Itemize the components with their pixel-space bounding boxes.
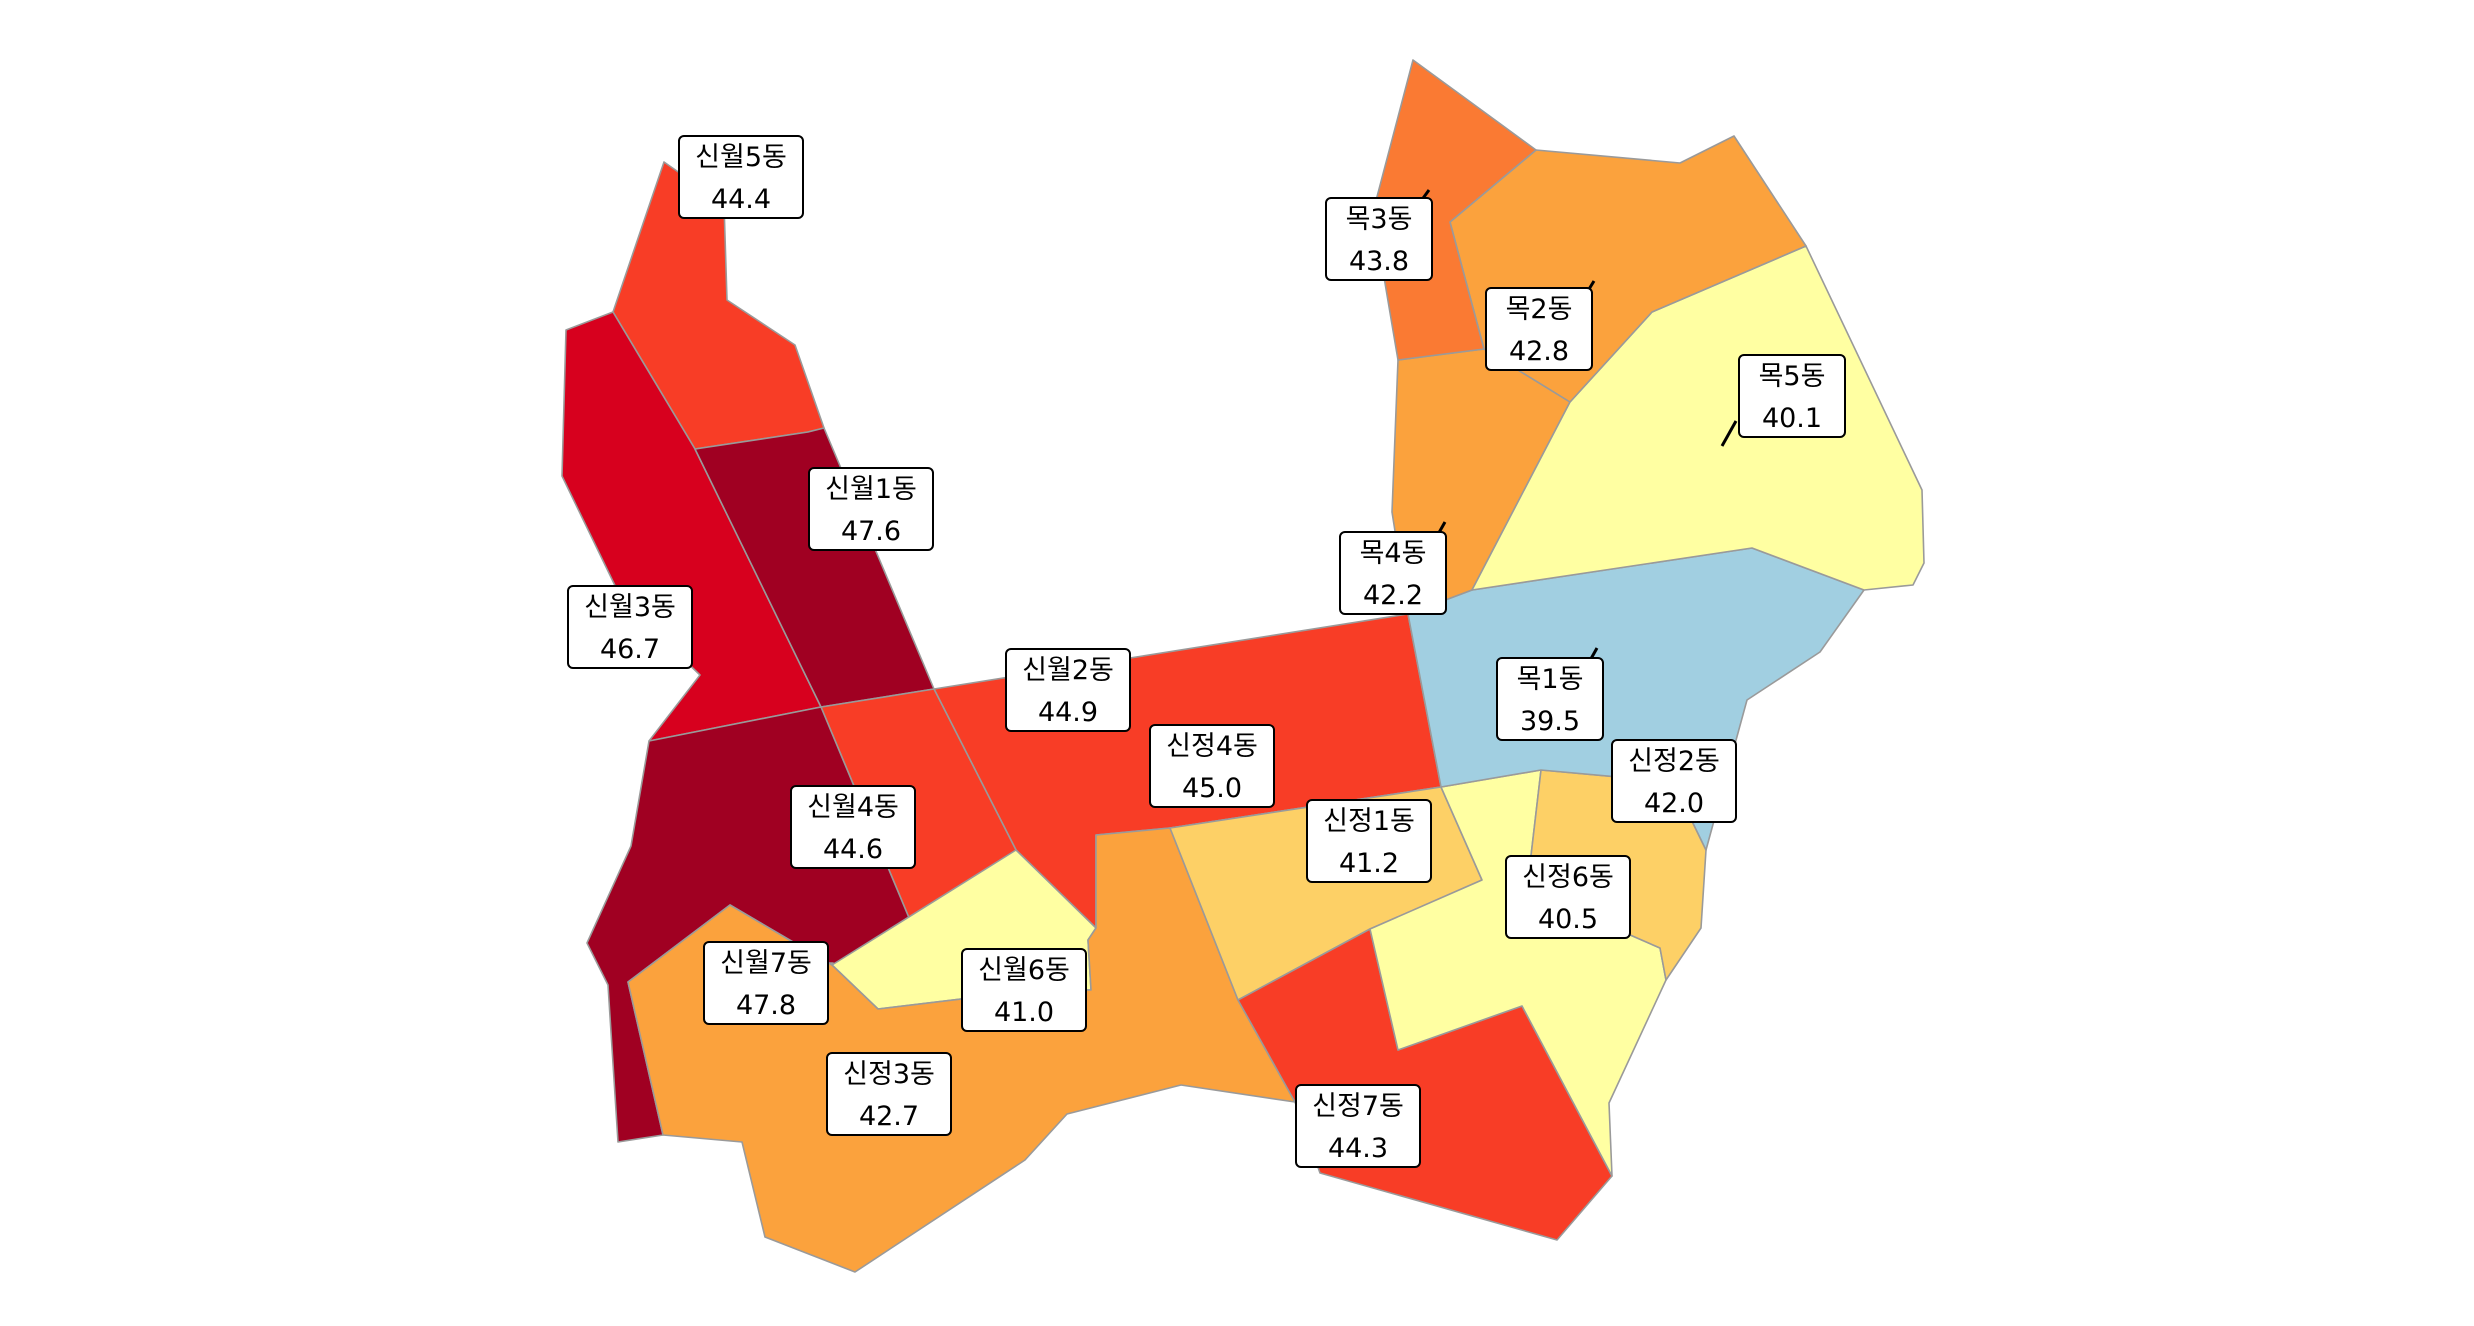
label-sinwol2-value: 44.9 — [1038, 697, 1098, 728]
label-mok2-name: 목2동 — [1506, 294, 1573, 325]
label-sinjeong4-value: 45.0 — [1182, 773, 1242, 804]
label-sinwol6-value: 41.0 — [994, 997, 1054, 1028]
label-sinjeong1-value: 41.2 — [1339, 848, 1399, 879]
label-mok4: 목4동 42.2 — [1339, 531, 1447, 615]
label-sinjeong7-name: 신정7동 — [1312, 1091, 1404, 1122]
label-sinjeong4-name: 신정4동 — [1166, 731, 1258, 762]
label-sinwol1: 신월1동 47.6 — [808, 467, 934, 551]
label-sinwol5-value: 44.4 — [711, 184, 771, 215]
label-sinjeong3-value: 42.7 — [859, 1101, 919, 1132]
label-mok1-name: 목1동 — [1517, 664, 1584, 695]
label-sinjeong7-value: 44.3 — [1328, 1133, 1388, 1164]
label-sinjeong6-name: 신정6동 — [1522, 862, 1614, 893]
label-sinwol5-name: 신월5동 — [695, 142, 787, 173]
label-sinwol2-name: 신월2동 — [1022, 655, 1114, 686]
label-sinjeong2-value: 42.0 — [1644, 788, 1704, 819]
label-sinwol6: 신월6동 41.0 — [961, 948, 1087, 1032]
district-sinwol1 — [694, 427, 935, 708]
label-sinjeong7: 신정7동 44.3 — [1295, 1084, 1421, 1168]
label-sinwol3-value: 46.7 — [600, 634, 660, 665]
label-mok3-value: 43.8 — [1349, 246, 1409, 277]
label-mok2: 목2동 42.8 — [1485, 287, 1593, 371]
label-sinwol7-name: 신월7동 — [720, 948, 812, 979]
label-sinjeong2: 신정2동 42.0 — [1611, 739, 1737, 823]
label-mok5-value: 40.1 — [1762, 403, 1822, 434]
label-sinjeong6: 신정6동 40.5 — [1505, 855, 1631, 939]
label-sinwol7-value: 47.8 — [736, 990, 796, 1021]
leader-line-mok5 — [1720, 420, 1738, 447]
label-sinwol3-name: 신월3동 — [584, 592, 676, 623]
label-sinjeong1: 신정1동 41.2 — [1306, 799, 1432, 883]
label-sinjeong1-name: 신정1동 — [1323, 806, 1415, 837]
label-mok3-name: 목3동 — [1346, 204, 1413, 235]
label-mok3: 목3동 43.8 — [1325, 197, 1433, 281]
label-sinjeong2-name: 신정2동 — [1628, 746, 1720, 777]
label-mok2-value: 42.8 — [1509, 336, 1569, 367]
label-sinwol7: 신월7동 47.8 — [703, 941, 829, 1025]
label-sinwol2: 신월2동 44.9 — [1005, 648, 1131, 732]
label-sinwol3: 신월3동 46.7 — [567, 585, 693, 669]
label-sinjeong3-name: 신정3동 — [843, 1059, 935, 1090]
label-sinwol1-value: 47.6 — [841, 516, 901, 547]
label-mok5-name: 목5동 — [1759, 361, 1826, 392]
label-sinwol5: 신월5동 44.4 — [678, 135, 804, 219]
label-sinwol1-name: 신월1동 — [825, 474, 917, 505]
label-sinwol6-name: 신월6동 — [978, 955, 1070, 986]
label-sinwol4-value: 44.6 — [823, 834, 883, 865]
label-mok4-value: 42.2 — [1363, 580, 1423, 611]
label-sinjeong6-value: 40.5 — [1538, 904, 1598, 935]
label-sinjeong3: 신정3동 42.7 — [826, 1052, 952, 1136]
label-mok4-name: 목4동 — [1360, 538, 1427, 569]
label-mok1-value: 39.5 — [1520, 706, 1580, 737]
label-sinwol4: 신월4동 44.6 — [790, 785, 916, 869]
label-mok1: 목1동 39.5 — [1496, 657, 1604, 741]
label-mok5: 목5동 40.1 — [1738, 354, 1846, 438]
label-sinwol4-name: 신월4동 — [807, 792, 899, 823]
label-sinjeong4: 신정4동 45.0 — [1149, 724, 1275, 808]
